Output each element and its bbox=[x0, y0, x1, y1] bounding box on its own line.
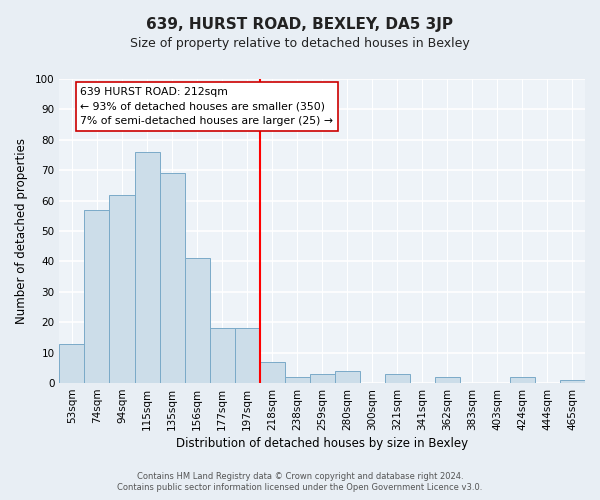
Bar bbox=[560, 380, 585, 383]
Bar bbox=[260, 362, 284, 383]
Bar bbox=[85, 210, 109, 383]
Bar bbox=[335, 371, 360, 383]
Bar bbox=[235, 328, 260, 383]
X-axis label: Distribution of detached houses by size in Bexley: Distribution of detached houses by size … bbox=[176, 437, 468, 450]
Bar bbox=[160, 174, 185, 383]
Bar bbox=[109, 194, 134, 383]
Text: Contains public sector information licensed under the Open Government Licence v3: Contains public sector information licen… bbox=[118, 484, 482, 492]
Bar bbox=[134, 152, 160, 383]
Bar bbox=[510, 377, 535, 383]
Y-axis label: Number of detached properties: Number of detached properties bbox=[15, 138, 28, 324]
Bar bbox=[284, 377, 310, 383]
Bar bbox=[209, 328, 235, 383]
Text: 639 HURST ROAD: 212sqm
← 93% of detached houses are smaller (350)
7% of semi-det: 639 HURST ROAD: 212sqm ← 93% of detached… bbox=[80, 86, 334, 126]
Text: Size of property relative to detached houses in Bexley: Size of property relative to detached ho… bbox=[130, 38, 470, 51]
Bar bbox=[310, 374, 335, 383]
Bar bbox=[385, 374, 410, 383]
Text: Contains HM Land Registry data © Crown copyright and database right 2024.: Contains HM Land Registry data © Crown c… bbox=[137, 472, 463, 481]
Bar bbox=[185, 258, 209, 383]
Bar bbox=[59, 344, 85, 383]
Bar bbox=[435, 377, 460, 383]
Text: 639, HURST ROAD, BEXLEY, DA5 3JP: 639, HURST ROAD, BEXLEY, DA5 3JP bbox=[146, 18, 454, 32]
